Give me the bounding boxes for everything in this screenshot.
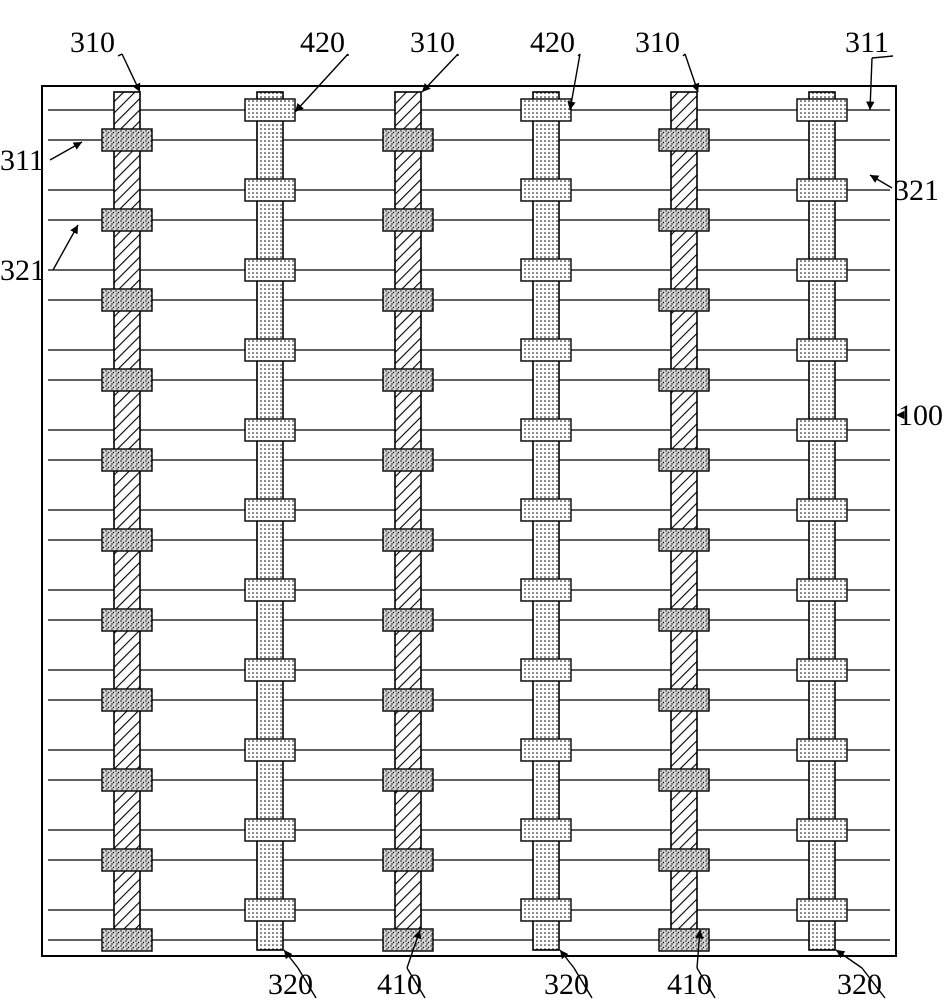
leader-tick	[118, 54, 122, 56]
pad-410	[659, 609, 709, 631]
pad-420	[797, 339, 847, 361]
pad-420	[797, 819, 847, 841]
pad-410	[659, 449, 709, 471]
pad-410	[383, 289, 433, 311]
pad-420	[797, 99, 847, 121]
pad-410	[659, 289, 709, 311]
pad-410	[102, 929, 152, 951]
pad-420	[245, 339, 295, 361]
ref-label: 310	[70, 26, 115, 59]
ref-label: 320	[837, 968, 882, 1000]
ref-label: 311	[845, 26, 889, 59]
ref-label: 420	[530, 26, 575, 59]
pad-410	[102, 689, 152, 711]
pad-410	[659, 129, 709, 151]
pad-410	[383, 689, 433, 711]
pad-420	[797, 899, 847, 921]
pad-420	[245, 579, 295, 601]
pad-410	[383, 849, 433, 871]
pad-410	[659, 689, 709, 711]
pad-410	[102, 529, 152, 551]
pad-410	[659, 529, 709, 551]
pad-420	[797, 179, 847, 201]
pad-420	[245, 99, 295, 121]
pad-410	[102, 289, 152, 311]
ref-label: 321	[0, 254, 45, 287]
pad-420	[245, 419, 295, 441]
pad-410	[383, 929, 433, 951]
pad-420	[521, 739, 571, 761]
pad-420	[521, 499, 571, 521]
pad-410	[102, 129, 152, 151]
pad-410	[659, 769, 709, 791]
ref-label: 321	[894, 174, 939, 207]
pad-420	[521, 99, 571, 121]
pad-420	[797, 499, 847, 521]
pad-410	[383, 369, 433, 391]
ref-label: 420	[300, 26, 345, 59]
ref-label: 100	[898, 399, 943, 432]
pad-420	[521, 579, 571, 601]
pad-410	[102, 369, 152, 391]
pad-420	[245, 819, 295, 841]
pad-420	[521, 899, 571, 921]
pad-420	[521, 179, 571, 201]
pad-420	[797, 579, 847, 601]
pad-420	[521, 419, 571, 441]
pad-420	[521, 659, 571, 681]
pad-420	[245, 739, 295, 761]
pad-410	[383, 769, 433, 791]
pad-420	[245, 899, 295, 921]
pad-410	[659, 209, 709, 231]
pad-410	[659, 369, 709, 391]
ref-label: 410	[667, 968, 712, 1000]
pad-410	[383, 129, 433, 151]
ref-label: 410	[377, 968, 422, 1000]
pad-420	[797, 259, 847, 281]
ref-label: 310	[410, 26, 455, 59]
pad-420	[521, 819, 571, 841]
ref-label: 311	[0, 144, 44, 177]
pad-410	[383, 449, 433, 471]
pad-410	[383, 209, 433, 231]
pad-420	[521, 339, 571, 361]
pad-420	[797, 739, 847, 761]
pad-420	[521, 259, 571, 281]
ref-label: 320	[544, 968, 589, 1000]
substrate	[42, 86, 896, 956]
pad-410	[102, 609, 152, 631]
pad-410	[383, 609, 433, 631]
pad-410	[659, 929, 709, 951]
ref-label: 310	[635, 26, 680, 59]
pad-410	[102, 769, 152, 791]
pad-420	[245, 659, 295, 681]
pad-420	[797, 659, 847, 681]
pad-410	[102, 449, 152, 471]
ref-label: 320	[268, 968, 313, 1000]
pad-420	[245, 259, 295, 281]
pad-410	[659, 849, 709, 871]
pad-410	[102, 209, 152, 231]
pad-420	[245, 179, 295, 201]
pad-420	[245, 499, 295, 521]
pad-410	[102, 849, 152, 871]
leader-tick	[683, 54, 685, 56]
pad-420	[797, 419, 847, 441]
pad-410	[383, 529, 433, 551]
